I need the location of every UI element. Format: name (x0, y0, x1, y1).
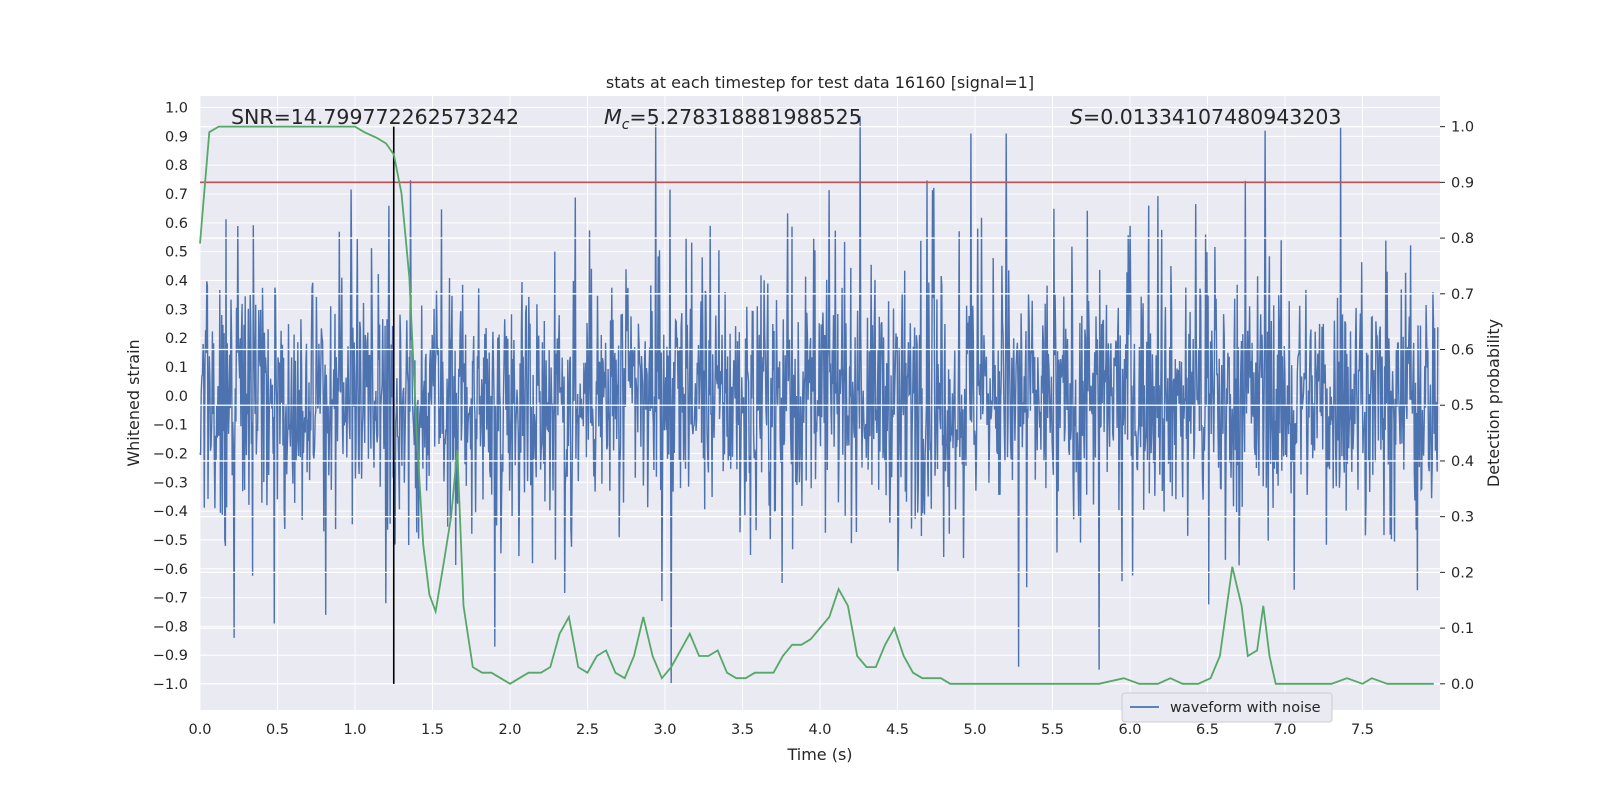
y-tick-label-right: 0.6 (1451, 343, 1474, 359)
y-tick-label-left: 0.0 (165, 389, 188, 405)
y-tick-label-left: 1.0 (165, 101, 188, 117)
chirp-mass-subscript: c (622, 117, 630, 133)
snr-annotation: SNR=14.799772262573242 (231, 105, 519, 129)
x-tick-label: 5.0 (963, 722, 986, 738)
y-tick-label-right: 0.7 (1451, 287, 1474, 303)
x-tick-label: 6.5 (1196, 722, 1219, 738)
waveform-series (199, 116, 1439, 685)
y-tick-label-right: 0.3 (1451, 510, 1474, 526)
y-tick-label-left: −0.9 (153, 648, 188, 664)
score-annotation: S=0.01334107480943203 (1070, 105, 1341, 129)
probability-line (199, 125, 1434, 685)
waveform-line (199, 116, 1439, 685)
y-tick-label-left: −0.4 (153, 504, 188, 520)
y-tick-label-left: 0.7 (165, 187, 188, 203)
y-tick-label-left: −0.7 (153, 591, 188, 607)
x-tick-label: 3.5 (731, 722, 754, 738)
chirp-mass-annotation: Mc=5.278318881988525 (604, 105, 862, 133)
x-tick-label: 2.0 (498, 722, 521, 738)
y-tick-label-left: −0.8 (153, 619, 188, 635)
x-tick-label: 0.0 (188, 722, 211, 738)
y-tick-label-left: −0.3 (153, 475, 188, 491)
overlay-lines (199, 125, 1440, 685)
x-tick-label: 4.0 (808, 722, 831, 738)
x-tick-label: 7.0 (1273, 722, 1296, 738)
x-tick-label: 3.0 (653, 722, 676, 738)
y-axis-label-left: Whitened strain (124, 339, 143, 466)
y-tick-label-left: 0.2 (165, 331, 188, 347)
y-tick-label-right: 0.2 (1451, 565, 1474, 581)
legend-box (1121, 692, 1333, 723)
x-tick-label: 4.5 (886, 722, 909, 738)
y-tick-label-left: −0.6 (153, 562, 188, 578)
chirp-mass-symbol: M (604, 105, 622, 129)
y-tick-label-right: 0.4 (1451, 454, 1474, 470)
x-tick-label: 1.0 (343, 722, 366, 738)
legend-label: waveform with noise (1170, 700, 1321, 716)
chart-title: stats at each timestep for test data 161… (606, 73, 1034, 92)
y-tick-label-right: 0.5 (1451, 398, 1474, 414)
y-tick-label-right: 0.1 (1451, 621, 1474, 637)
y-tick-label-left: −1.0 (153, 677, 188, 693)
x-tick-label: 6.0 (1118, 722, 1141, 738)
x-tick-label: 7.5 (1351, 722, 1374, 738)
y-tick-label-right: 1.0 (1451, 120, 1474, 136)
score-symbol: S (1070, 105, 1083, 129)
x-tick-label: 2.5 (576, 722, 599, 738)
y-tick-label-left: 0.1 (165, 360, 188, 376)
y-tick-label-right: 0.9 (1451, 175, 1474, 191)
y-axis-label-right: Detection probability (1484, 319, 1503, 487)
chirp-mass-value: =5.278318881988525 (629, 105, 861, 129)
score-value: =0.01334107480943203 (1083, 105, 1341, 129)
y-tick-label-left: 0.4 (165, 273, 188, 289)
x-tick-label: 0.5 (266, 722, 289, 738)
x-tick-label: 1.5 (421, 722, 444, 738)
y-tick-label-right: 0.0 (1451, 677, 1474, 693)
x-tick-label: 5.5 (1041, 722, 1064, 738)
y-tick-label-left: 0.8 (165, 158, 188, 174)
y-tick-label-left: −0.2 (153, 446, 188, 462)
y-tick-label-left: −0.1 (153, 418, 188, 434)
y-tick-label-left: −0.5 (153, 533, 188, 549)
y-tick-label-left: 0.3 (165, 302, 188, 318)
y-tick-label-left: 0.5 (165, 245, 188, 261)
legend: waveform with noise (1121, 692, 1333, 723)
x-axis-label: Time (s) (786, 745, 852, 764)
y-tick-label-left: 0.6 (165, 216, 188, 232)
tick-labels: 0.0 0.5 1.0 1.5 2.0 2.5 3.0 3.5 4.0 4.5 5.0 5.5 6.0 6… (153, 101, 1474, 738)
y-tick-label-right: 0.8 (1451, 231, 1474, 247)
y-tick-label-left: 0.9 (165, 129, 188, 145)
